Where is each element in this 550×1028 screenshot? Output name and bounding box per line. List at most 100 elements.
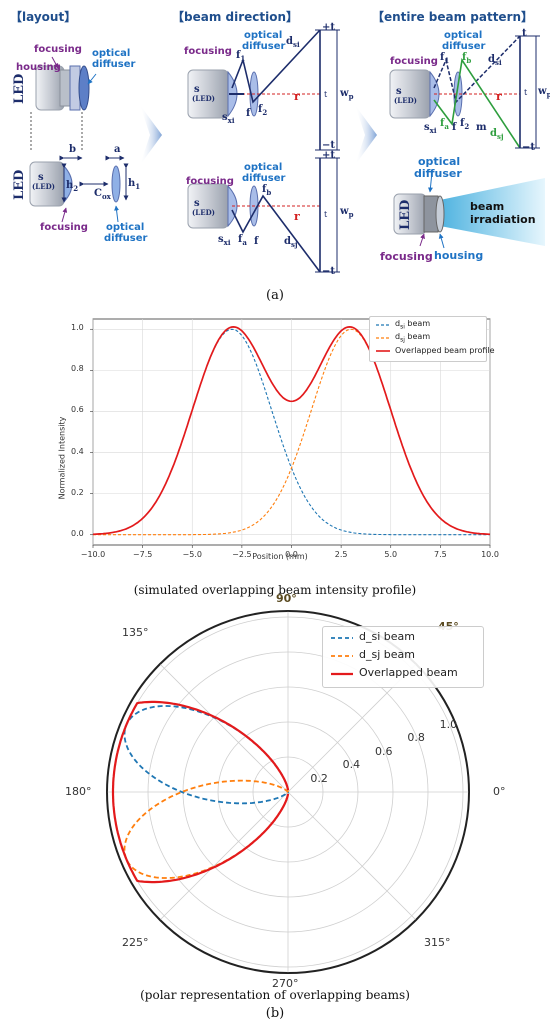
label-plus-t-top: +t [322,22,335,33]
label-beam: beam [470,200,505,213]
label-a: a [114,144,121,155]
label-h1: h1 [128,178,141,191]
label-focusing-ep: focusing [390,56,438,67]
header-beam-direction: 【beam direction】 [172,10,299,24]
header-entire-beam-pattern: 【entire beam pattern】 [372,10,534,24]
label-dsi-top: dsi [286,36,300,49]
label-diffuser-irr: diffuser [414,167,462,180]
label-s-ep: s [396,86,402,97]
label-led-top: LED [12,73,27,104]
polar-grid-spoke [160,664,289,793]
label-fa-bd: fa [238,234,247,247]
label-t-ep-top: t [522,28,527,39]
chart1-ytick-label: 0.6 [71,405,84,415]
chart1-ytick-label: 0.2 [71,487,84,497]
label-r-bottom: r [294,210,300,223]
label-t-bottom: t [324,210,328,219]
chart2-legend-dsj: d_sj beam [359,648,415,661]
label-led-bottom: LED [12,169,27,200]
schematic-graphics [29,29,545,273]
label-optical-ep: optical [444,30,483,41]
polar-grid-spoke [287,791,416,920]
polar-angle-label: 270° [272,977,299,990]
label-led-ep: (LED) [394,96,417,105]
label-f-ep: f [452,122,457,133]
chart1-xtick-label: 5.0 [384,550,398,559]
chart1-legend-dsj: dsj beam [395,332,431,344]
polar-series-dsj [123,779,289,879]
chart1-xtick-label: −10.0 [80,550,106,559]
chart1-ytick-label: 0.4 [71,446,84,456]
label-f2: f2 [258,104,268,117]
polar-angle-label: 315° [424,936,451,949]
label-r-ep: r [496,90,502,103]
polar-radial-label: 0.8 [407,731,425,745]
label-wp-ep: wp [538,86,550,99]
polar-angle-label: 225° [122,936,149,949]
chart1-xtick-label: −7.5 [132,550,153,559]
label-h2: h2 [66,180,79,193]
label-r-top: r [294,90,300,103]
chart1-xtick-label: 7.5 [434,550,447,559]
caption-a: (a) [266,288,284,303]
label-t-ep-mid: t [524,88,528,97]
label-housing: housing [16,62,61,73]
label-fb-bd: fb [262,184,272,197]
chart1-ytick-label: 0.0 [71,528,84,538]
chart2-legend: d_si beam d_sj beam Overlapped beam [322,626,484,688]
polar-angle-label: 90° [276,592,297,605]
polar-radial-label: 0.2 [310,771,328,785]
label-focusing-irr: focusing [380,250,433,263]
label-led-bd-bottom: (LED) [192,208,215,217]
label-focusing-bottom: focusing [40,222,88,233]
polar-angle-label: 0° [493,785,506,798]
label-irradiation: irradiation [470,213,536,226]
label-wp-top: wp [340,88,354,101]
label-optical-bd-top: optical [244,30,283,41]
label-plus-t-bottom: +t [322,150,335,161]
chart1-xtick-label: 0.0 [285,550,298,559]
header-layout: 【layout】 [10,10,77,24]
polar-chart-svg [106,610,470,974]
caption-chart2: (polar representation of overlapping bea… [140,988,410,1002]
label-diffuser-bd-top: diffuser [242,41,286,52]
label-minus-t-ep: −t [522,142,535,153]
label-m-ep: m [476,122,487,133]
label-b: b [69,144,76,155]
label-focusing-top: focusing [34,44,82,55]
label-optical-top: optical [92,48,131,59]
chart1-xtick-label: −5.0 [182,550,202,559]
label-optical-irr: optical [418,155,461,168]
label-sxi-ep: sxi [424,122,437,135]
polar-radial-label: 0.6 [375,744,393,758]
caption-b: (b) [265,1006,285,1021]
label-led-irr: LED [398,199,413,230]
polar-radial-label: 0.4 [342,758,361,772]
chart1-xtick-label: −2.5 [232,550,252,559]
label-s: s [38,172,44,183]
chart1-xtick-label: 10.0 [481,550,499,559]
label-f1-ep: f1 [440,52,450,65]
transition-arrow-1 [140,105,162,165]
label-dsi-ep: dsi [488,54,502,67]
chart1-series-overlap [92,326,491,536]
layout-led-top [35,65,90,111]
label-diffuser-bottom: diffuser [104,233,148,244]
label-minus-t-top: −t [322,140,335,151]
label-optical-bottom: optical [106,222,145,233]
label-focusing-bd-bottom: focusing [186,176,234,187]
chart1-ylabel: Normalized Intensity [57,416,67,500]
chart1-ytick-label: 1.0 [71,323,84,333]
label-housing-irr: housing [434,249,484,262]
chart1-legend-dsi: dsi beam [395,319,431,331]
label-dsj-ep: dsj [490,128,504,141]
chart1-legend-overlap: Overlapped beam profile [395,346,495,355]
label-wp-bottom: wp [340,206,354,219]
label-f-bd-top: f [246,108,251,119]
label-optical-bd-bottom: optical [244,162,283,173]
polar-angle-label: 180° [65,785,92,798]
label-fb-ep: fb [462,52,472,65]
chart2-legend-overlap: Overlapped beam [359,666,458,679]
label-dsj-bottom: dsj [284,236,298,249]
chart1-ytick-label: 0.8 [71,364,84,374]
